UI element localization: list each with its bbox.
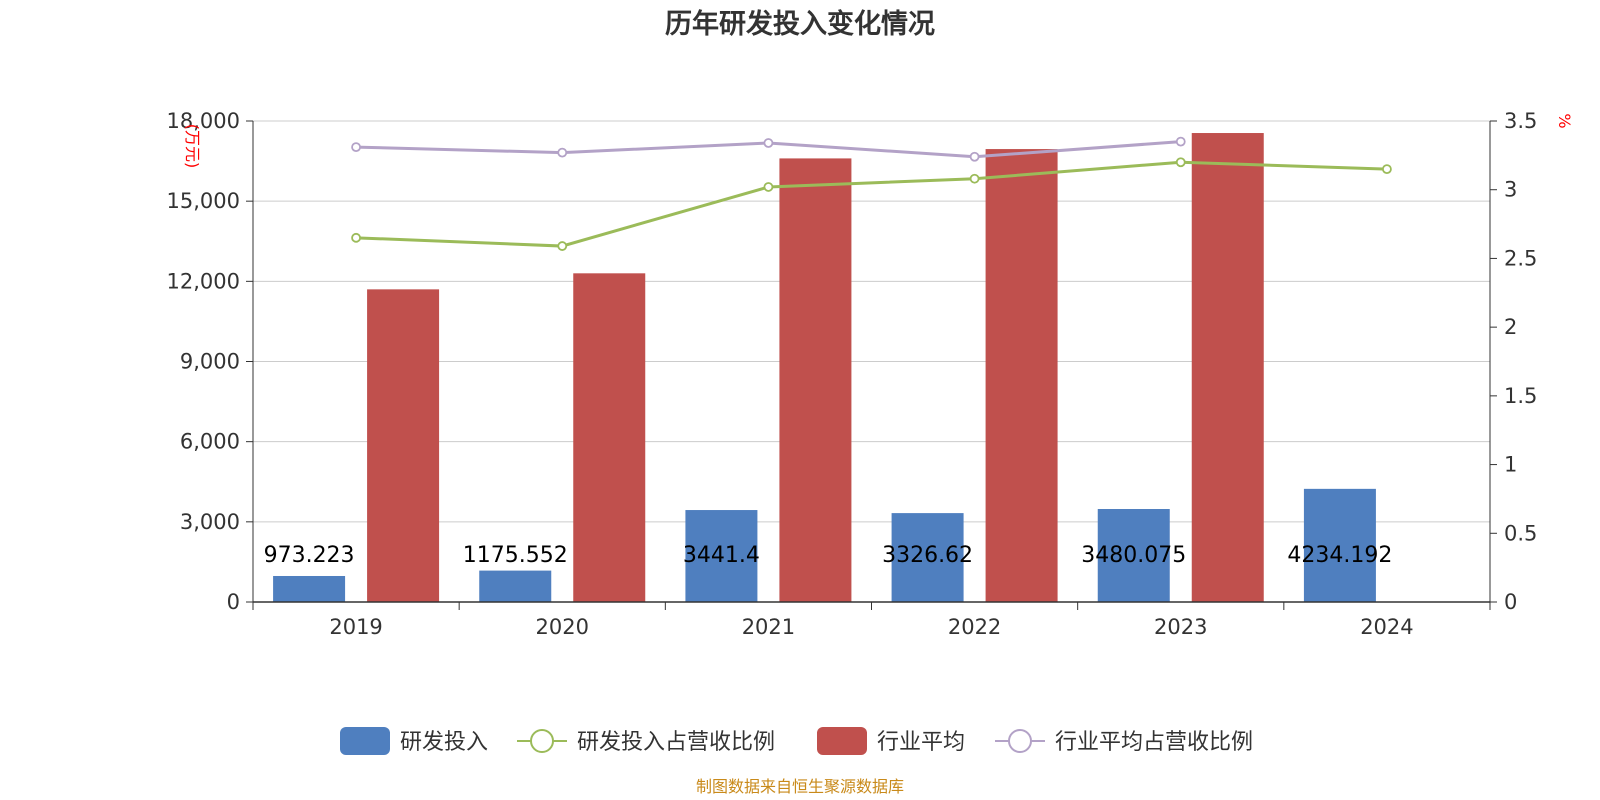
legend: 研发投入 研发投入占营收比例 行业平均 行业平均占营收比例 bbox=[340, 727, 1253, 755]
right-axis-tick-label: 0 bbox=[1504, 590, 1517, 614]
right-axis-tick-label: 2 bbox=[1504, 315, 1517, 339]
x-axis-tick-label: 2024 bbox=[1360, 615, 1413, 639]
left-axis-unit-label: (万元) bbox=[183, 124, 202, 169]
line-point bbox=[763, 182, 774, 192]
bar-rd-investment bbox=[1097, 509, 1170, 602]
right-axis-tick-label: 1 bbox=[1504, 453, 1517, 477]
line-point bbox=[557, 241, 568, 251]
legend-swatch-bar bbox=[340, 727, 390, 755]
bar-rd-investment bbox=[1303, 488, 1376, 602]
axes: 03,0006,0009,00012,00015,00018,00000.511… bbox=[167, 109, 1538, 639]
bar-industry-average bbox=[367, 289, 440, 602]
data-label: 3441.4 bbox=[683, 543, 760, 568]
legend-label: 研发投入占营收比例 bbox=[577, 730, 775, 755]
left-axis-tick-label: 9,000 bbox=[180, 350, 240, 374]
legend-label: 行业平均 bbox=[877, 730, 965, 755]
x-axis-tick-label: 2020 bbox=[536, 615, 589, 639]
data-label: 3326.62 bbox=[882, 543, 973, 568]
bar-industry-average bbox=[779, 158, 852, 602]
line-point bbox=[1382, 164, 1392, 175]
x-axis-tick-label: 2022 bbox=[948, 615, 1001, 639]
data-label: 3480.075 bbox=[1081, 543, 1186, 568]
line-point bbox=[1175, 136, 1186, 147]
left-axis-tick-label: 18,000 bbox=[167, 109, 240, 133]
legend-label: 研发投入 bbox=[400, 730, 488, 755]
line-point bbox=[351, 232, 361, 243]
x-axis-tick-label: 2023 bbox=[1154, 615, 1207, 639]
data-label: 973.223 bbox=[264, 543, 355, 568]
data-labels: 973.223 1175.552 3441.4 3326.62 3480.075 4234… bbox=[264, 543, 1393, 568]
right-axis-tick-label: 1.5 bbox=[1504, 384, 1537, 408]
x-axis-tick-label: 2019 bbox=[329, 615, 382, 639]
bar-industry-average bbox=[985, 149, 1058, 602]
bar-rd-investment bbox=[273, 575, 346, 602]
legend-swatch-bar bbox=[817, 727, 867, 755]
right-axis-tick-label: 2.5 bbox=[1504, 246, 1537, 270]
chart-title: 历年研发投入变化情况 bbox=[665, 8, 935, 40]
bar-rd-investment bbox=[479, 570, 552, 602]
bar-rd-investment bbox=[891, 513, 964, 602]
x-axis-tick-label: 2021 bbox=[742, 615, 795, 639]
data-label: 1175.552 bbox=[463, 543, 568, 568]
right-axis-tick-label: 0.5 bbox=[1504, 521, 1537, 545]
line-point bbox=[969, 173, 980, 184]
bar-industry-average bbox=[573, 273, 646, 602]
right-axis-tick-label: 3.5 bbox=[1504, 109, 1537, 133]
bar-industry-average bbox=[1191, 133, 1264, 602]
bar-rd-investment bbox=[685, 510, 758, 602]
data-label: 4234.192 bbox=[1287, 543, 1392, 568]
line-point bbox=[969, 151, 980, 162]
line-point bbox=[351, 142, 361, 153]
legend-swatch-marker bbox=[530, 729, 554, 753]
line-point bbox=[1175, 157, 1186, 168]
source-note: 制图数据来自恒生聚源数据库 bbox=[696, 777, 904, 796]
left-axis-tick-label: 12,000 bbox=[167, 269, 240, 293]
line-point bbox=[763, 138, 774, 148]
line-rd-ratio bbox=[356, 160, 1387, 248]
right-axis-tick-label: 3 bbox=[1504, 178, 1517, 202]
legend-label: 行业平均占营收比例 bbox=[1055, 730, 1253, 755]
left-axis-tick-label: 0 bbox=[227, 590, 240, 614]
left-axis-tick-label: 15,000 bbox=[167, 189, 240, 213]
right-axis-unit-label: % bbox=[1555, 113, 1574, 128]
grid-lines bbox=[253, 120, 1490, 523]
left-axis-tick-label: 3,000 bbox=[180, 510, 240, 534]
bar-marks bbox=[273, 133, 1376, 602]
line-marks bbox=[351, 136, 1392, 251]
legend-swatch-marker bbox=[1008, 729, 1032, 753]
left-axis-tick-label: 6,000 bbox=[180, 430, 240, 454]
line-point bbox=[557, 147, 568, 158]
